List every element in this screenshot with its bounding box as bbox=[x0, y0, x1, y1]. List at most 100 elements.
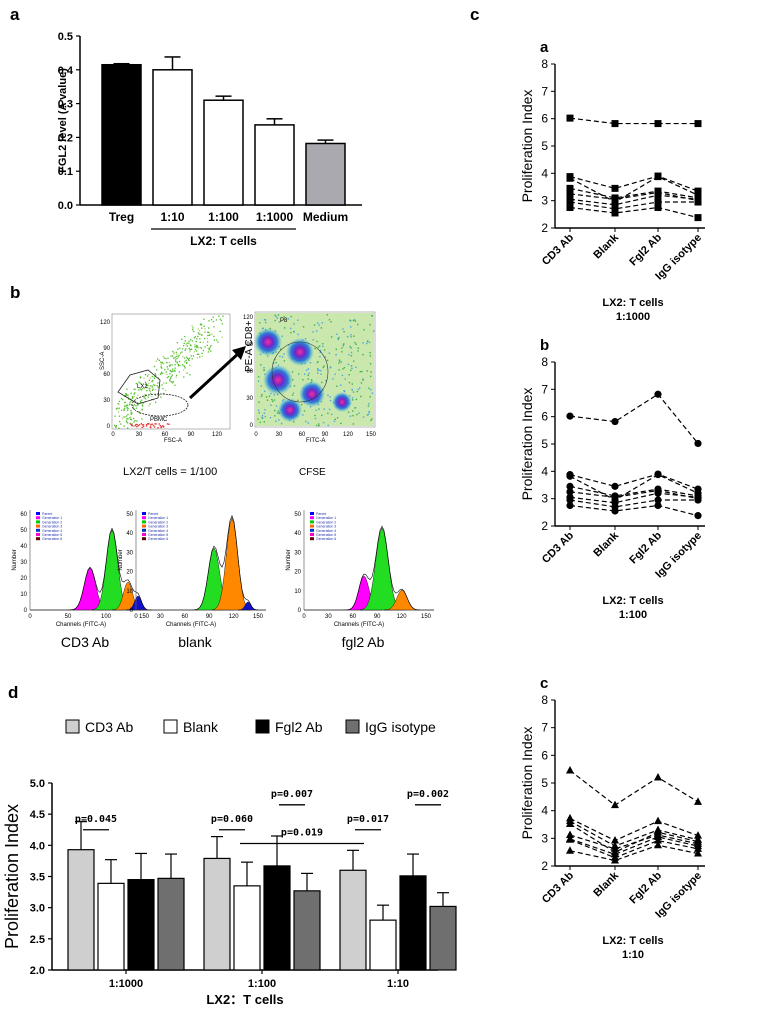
scatter-dot bbox=[151, 385, 153, 387]
scatter-dot bbox=[161, 384, 163, 386]
scatter-dot bbox=[124, 404, 126, 406]
scatter-dot bbox=[171, 368, 174, 370]
scatter-dot bbox=[133, 393, 135, 395]
scatter-dot bbox=[115, 424, 118, 427]
scatter-dot bbox=[135, 423, 137, 426]
scatter-dot bbox=[360, 382, 363, 384]
scatter-dot bbox=[181, 351, 183, 353]
scatter-dot bbox=[127, 413, 129, 416]
scatter-dot bbox=[153, 365, 156, 368]
scatter-dot bbox=[321, 381, 323, 384]
scatter-dot bbox=[350, 347, 352, 349]
scatter-dot bbox=[167, 357, 169, 359]
scatter-dot bbox=[362, 342, 364, 344]
c-ylabel: Proliferation Index bbox=[519, 388, 535, 501]
scatter-dot bbox=[208, 349, 210, 351]
hist-legend-swatch bbox=[36, 537, 40, 541]
scatter-dot bbox=[199, 338, 201, 340]
scatter-dot bbox=[185, 359, 187, 362]
scatter-dot bbox=[305, 420, 307, 423]
scatter-dot bbox=[150, 424, 152, 426]
scatter-dot bbox=[140, 376, 142, 379]
scatter-dot bbox=[168, 375, 170, 378]
scatter-dot bbox=[160, 372, 162, 375]
scatter-dot bbox=[352, 360, 355, 362]
c-series-line bbox=[569, 492, 699, 504]
scatter-dot bbox=[293, 385, 296, 387]
scatter-dot bbox=[183, 342, 185, 345]
c-series-line bbox=[569, 117, 698, 125]
scatter-dot bbox=[131, 423, 133, 425]
scatter-dot bbox=[354, 320, 357, 322]
scatter-right-ytick: 60 bbox=[246, 369, 253, 375]
c-square-marker bbox=[611, 120, 619, 128]
scatter-dot bbox=[132, 405, 134, 407]
scatter-dot bbox=[177, 348, 179, 350]
hist-xtick: 150 bbox=[139, 614, 150, 620]
scatter-dot bbox=[148, 373, 150, 376]
c-series-line bbox=[569, 820, 699, 847]
d-legend-swatch bbox=[65, 719, 80, 734]
scatter-dot bbox=[281, 335, 283, 337]
scatter-dot bbox=[325, 380, 327, 382]
scatter-dot bbox=[347, 363, 350, 366]
d-legend-label: Blank bbox=[183, 719, 219, 735]
scatter-dot bbox=[264, 321, 267, 324]
scatter-dot bbox=[145, 384, 148, 386]
c-triangle-marker bbox=[611, 836, 619, 844]
scatter-dot bbox=[330, 321, 332, 323]
scatter-dot bbox=[151, 395, 153, 398]
scatter-dot bbox=[352, 410, 354, 412]
d-p-value: p=0.002 bbox=[407, 789, 449, 800]
scatter-dot bbox=[199, 332, 201, 335]
a-ytick-label: 0.5 bbox=[58, 31, 73, 43]
scatter-dot bbox=[200, 323, 202, 325]
scatter-right-xlabel: FITC-A bbox=[306, 438, 325, 444]
d-ytick-label: 3.0 bbox=[30, 903, 45, 915]
scatter-left-ytick: 30 bbox=[103, 398, 110, 404]
d-p-value: p=0.017 bbox=[347, 814, 389, 825]
scatter-dot bbox=[322, 366, 325, 369]
scatter-dot bbox=[307, 378, 309, 380]
scatter-dot bbox=[274, 415, 276, 417]
scatter-dot bbox=[125, 420, 128, 422]
scatter-dot bbox=[200, 347, 203, 349]
scatter-dot bbox=[123, 416, 125, 418]
c-series-line bbox=[569, 834, 699, 850]
scatter-dot bbox=[164, 369, 166, 371]
scatter-dot bbox=[206, 344, 208, 347]
c-square-marker bbox=[566, 190, 574, 198]
scatter-dot bbox=[340, 422, 342, 425]
c-ylabel: Proliferation Index bbox=[519, 90, 535, 203]
scatter-dot bbox=[208, 320, 210, 322]
scatter-dot bbox=[196, 353, 199, 356]
scatter-dot bbox=[207, 334, 209, 337]
scatter-dot bbox=[162, 388, 164, 390]
c-circle-marker bbox=[654, 471, 662, 479]
c-ytick-label: 3 bbox=[541, 492, 548, 506]
scatter-dot bbox=[199, 330, 201, 332]
scatter-dot bbox=[334, 373, 336, 375]
scatter-dot bbox=[181, 338, 183, 341]
scatter-dot bbox=[320, 369, 322, 372]
scatter-dot bbox=[303, 373, 306, 375]
scatter-dot bbox=[315, 409, 317, 411]
scatter-dot bbox=[351, 383, 353, 385]
scatter-dot bbox=[197, 332, 200, 334]
c-circle-marker bbox=[566, 472, 574, 480]
scatter-dot bbox=[157, 386, 159, 388]
c-ytick-label: 5 bbox=[541, 776, 548, 790]
scatter-dot bbox=[135, 382, 137, 385]
scatter-dot bbox=[361, 370, 363, 373]
hist-ytick: 40 bbox=[126, 531, 133, 537]
d-bar bbox=[127, 879, 155, 971]
scatter-cd8-fitc: P8 PE-A CD8+ FITC-A 00 30 30 60 60 90 90 120 120… bbox=[243, 311, 377, 444]
scatter-dot bbox=[274, 314, 276, 317]
scatter-dot bbox=[291, 394, 294, 396]
d-ytick-label: 2.5 bbox=[30, 934, 45, 946]
hist-legend-swatch bbox=[36, 520, 40, 524]
hist-legend-label: Generation 2 bbox=[148, 520, 168, 524]
scatter-dot bbox=[168, 423, 170, 426]
scatter-dot bbox=[369, 352, 371, 354]
scatter-dot bbox=[275, 420, 277, 422]
